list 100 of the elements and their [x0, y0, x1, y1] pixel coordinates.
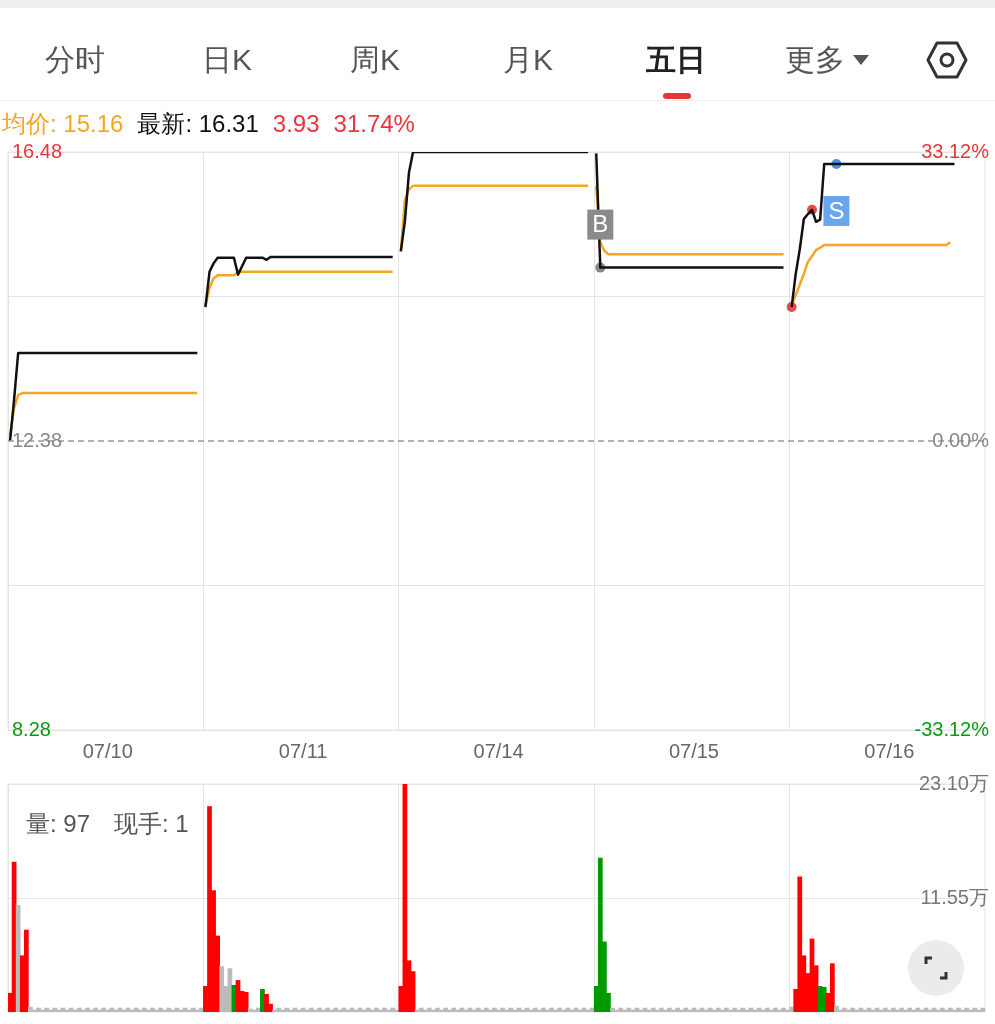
bar: [907, 1007, 913, 1012]
bar: [333, 1007, 339, 1012]
x-tick-label: 07/11: [278, 739, 328, 762]
bar: [508, 1007, 514, 1012]
bar: [732, 1007, 738, 1012]
bar: [829, 963, 835, 1012]
bar: [492, 1007, 497, 1012]
text: 五日: [645, 42, 707, 78]
y-tick-label: 11.55万: [920, 885, 989, 908]
bar: [891, 1007, 896, 1012]
annotation: 现手: 1: [114, 810, 189, 837]
bar: [956, 1007, 961, 1012]
bar: [207, 806, 212, 1012]
bar: [142, 1007, 147, 1012]
bar: [475, 1007, 481, 1012]
bar: [797, 876, 803, 1012]
bar: [455, 1009, 461, 1012]
bar: [915, 1007, 921, 1012]
bar: [549, 1007, 554, 1012]
bar: [500, 1007, 505, 1012]
bar: [365, 1007, 371, 1012]
bar: [150, 1007, 155, 1012]
bar: [93, 1007, 98, 1012]
bar: [659, 1007, 664, 1012]
bar: [341, 1007, 347, 1012]
bar: [325, 1007, 330, 1012]
bar: [610, 1007, 615, 1012]
bar: [740, 1007, 746, 1012]
bar: [109, 1007, 115, 1012]
bar: [667, 1007, 672, 1012]
bar: [858, 1007, 864, 1012]
bar: [724, 1007, 729, 1012]
y-tick-label: 23.10万: [918, 771, 989, 794]
bar: [435, 1007, 440, 1012]
bar: [650, 1007, 656, 1012]
bar: [972, 1007, 978, 1012]
bar: [52, 1007, 58, 1012]
bar: [842, 1007, 847, 1012]
text: 日K: [201, 42, 253, 78]
bar: [219, 966, 225, 1012]
bar: [276, 1007, 282, 1012]
bar: [683, 1007, 689, 1012]
text: 分时: [44, 42, 106, 78]
y-tick-label: 16.48: [12, 139, 63, 162]
text: 周K: [349, 42, 401, 78]
bar: [618, 1007, 624, 1012]
bar: [390, 1007, 396, 1012]
bar: [707, 1007, 713, 1012]
y-tick-label: 12.38: [12, 428, 63, 451]
bar: [483, 1007, 489, 1012]
annotation: 量: 97: [26, 810, 91, 837]
bar: [834, 1005, 839, 1012]
bar: [764, 1007, 770, 1012]
bar: [565, 1007, 571, 1012]
bar: [36, 1007, 41, 1012]
y2-tick-label: -33.12%: [914, 717, 990, 740]
bar: [772, 1007, 778, 1012]
bar: [418, 1007, 424, 1012]
bar: [243, 991, 249, 1012]
bar: [821, 987, 827, 1012]
bar: [675, 1007, 681, 1012]
bar: [882, 1007, 888, 1012]
bar: [540, 1007, 546, 1012]
text: 均价: 15.16: [2, 110, 124, 137]
bar: [964, 1007, 970, 1012]
bar: [284, 1007, 290, 1012]
bar: [939, 1007, 945, 1012]
bar: [948, 1007, 953, 1012]
text: 3.93: [272, 110, 320, 137]
bar: [158, 1007, 164, 1012]
bar: [85, 1007, 90, 1012]
bar: [443, 1007, 448, 1012]
y-tick-label: 8.28: [12, 717, 51, 740]
text: 31.74%: [333, 110, 415, 137]
bar: [899, 1007, 904, 1012]
y2-tick-label: 33.12%: [921, 139, 990, 162]
y2-tick-label: 0.00%: [932, 428, 990, 451]
bar: [23, 929, 29, 1012]
text: 月K: [502, 42, 554, 78]
bar: [850, 1007, 856, 1012]
bar: [101, 1007, 107, 1012]
bar: [451, 1007, 457, 1012]
bar: [626, 1007, 632, 1012]
bar: [308, 1007, 314, 1012]
bar: [597, 857, 603, 1012]
text: 更多: [784, 42, 846, 78]
x-tick-label: 07/15: [668, 739, 719, 762]
bar: [426, 1007, 432, 1012]
text: 最新: 16.31: [137, 110, 259, 137]
bar: [28, 1006, 33, 1012]
bar: [557, 1007, 562, 1012]
bar: [569, 1009, 575, 1012]
bar: [716, 1007, 721, 1012]
bar: [44, 1007, 50, 1012]
bar: [227, 968, 233, 1012]
bar: [512, 1009, 518, 1012]
bar: [15, 905, 21, 1012]
bar: [744, 1009, 750, 1012]
data-label: B: [592, 210, 609, 238]
data-label: S: [828, 196, 845, 224]
